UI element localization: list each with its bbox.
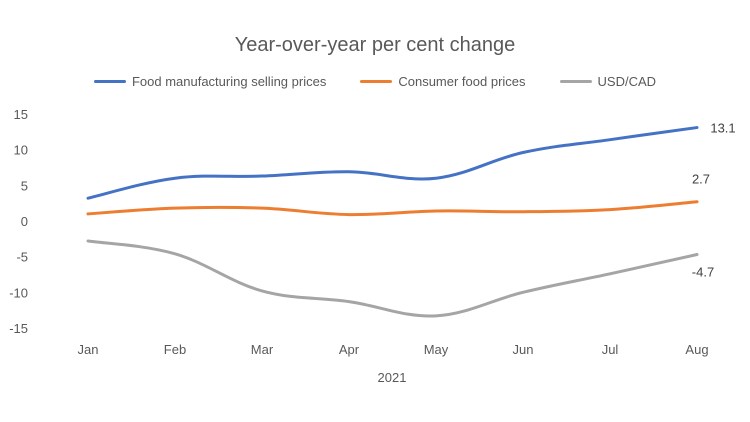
- series-lines: [86, 126, 699, 318]
- y-tick-label: 0: [21, 214, 28, 229]
- x-tick-label: Jun: [513, 342, 534, 357]
- x-tick-label: Jan: [78, 342, 99, 357]
- legend-swatch-usd-cad: [559, 80, 592, 83]
- y-tick-label: -5: [16, 250, 28, 265]
- legend-swatch-food-manufacturing: [93, 80, 126, 83]
- series-line-usd-cad: [86, 239, 699, 318]
- legend-label-consumer-food: Consumer food prices: [398, 74, 526, 89]
- y-tick-label: 10: [14, 143, 28, 158]
- legend: Food manufacturing selling prices Consum…: [0, 74, 750, 89]
- x-tick-label: Mar: [251, 342, 274, 357]
- legend-item-usd-cad: USD/CAD: [559, 74, 657, 89]
- x-tick-label: Feb: [164, 342, 186, 357]
- legend-label-usd-cad: USD/CAD: [597, 74, 657, 89]
- x-axis-title: 2021: [378, 370, 407, 385]
- legend-swatch-consumer-food: [360, 80, 393, 83]
- legend-item-consumer-food: Consumer food prices: [360, 74, 526, 89]
- x-tick-label: Aug: [685, 342, 708, 357]
- legend-label-food-manufacturing: Food manufacturing selling prices: [131, 74, 327, 89]
- chart-title: Year-over-year per cent change: [234, 34, 516, 56]
- series-line-food-manufacturing: [86, 126, 699, 200]
- series-line-consumer-food: [86, 200, 699, 217]
- x-axis: Jan Feb Mar Apr May Jun Jul Aug: [78, 342, 709, 357]
- x-tick-label: Jul: [602, 342, 619, 357]
- data-label-consumer-food: 2.7: [692, 172, 710, 187]
- data-label-usd-cad: -4.7: [692, 265, 714, 280]
- y-tick-label: -15: [9, 321, 28, 336]
- y-tick-label: 5: [21, 178, 28, 193]
- x-tick-label: May: [424, 342, 449, 357]
- data-labels: 13.1 2.7 -4.7: [692, 121, 736, 280]
- y-axis: 15 10 5 0 -5 -10 -15: [9, 107, 28, 336]
- legend-item-food-manufacturing: Food manufacturing selling prices: [93, 74, 327, 89]
- x-tick-label: Apr: [339, 342, 360, 357]
- y-tick-label: -10: [9, 285, 28, 300]
- y-tick-label: 15: [14, 107, 28, 122]
- data-label-food-manufacturing: 13.1: [710, 121, 735, 136]
